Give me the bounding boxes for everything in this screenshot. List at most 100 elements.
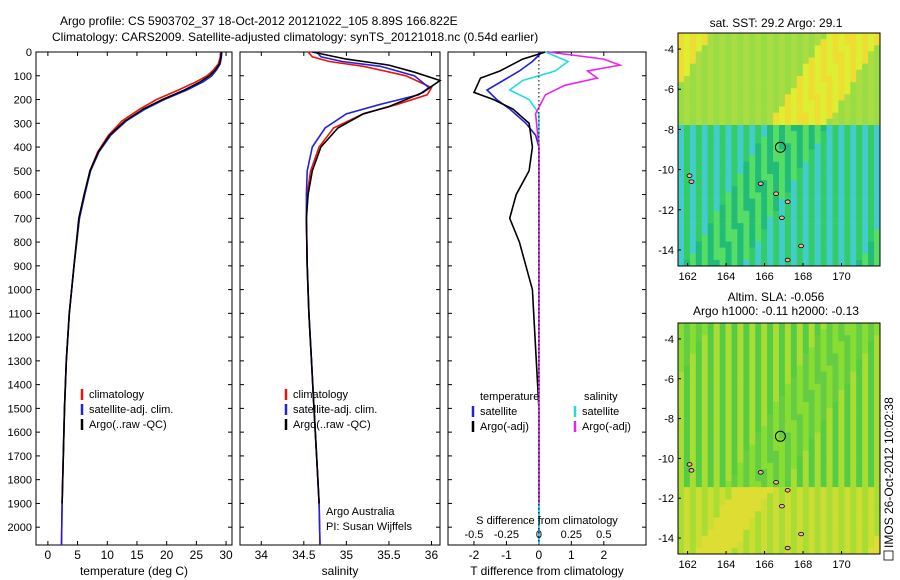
heatmap-cell bbox=[755, 82, 762, 89]
heatmap-cell bbox=[755, 94, 762, 101]
heatmap-cell bbox=[856, 450, 863, 458]
heatmap-cell bbox=[820, 432, 827, 439]
map-x-tick-label-sla: 166 bbox=[755, 559, 773, 571]
heatmap-cell bbox=[689, 216, 697, 224]
heatmap-cell bbox=[790, 468, 798, 476]
heatmap-cell bbox=[773, 125, 780, 132]
heatmap-cell bbox=[689, 45, 697, 52]
heatmap-cell bbox=[731, 475, 738, 482]
heatmap-cell bbox=[749, 408, 756, 415]
y-tick-label: 1900 bbox=[8, 498, 32, 510]
heatmap-cell bbox=[850, 229, 857, 236]
heatmap-cell bbox=[820, 377, 827, 385]
heatmap-cell bbox=[844, 223, 851, 230]
heatmap-cell bbox=[784, 63, 792, 71]
heatmap-cell bbox=[862, 462, 869, 470]
heatmap-cell bbox=[719, 155, 726, 163]
heatmap-cell bbox=[844, 69, 851, 77]
x-tick-label-diff: -2 bbox=[469, 548, 480, 562]
heatmap-cell bbox=[784, 229, 792, 236]
heatmap-cell bbox=[844, 341, 851, 348]
heatmap-cell bbox=[820, 462, 827, 470]
heatmap-cell bbox=[773, 51, 780, 58]
heatmap-cell bbox=[796, 125, 804, 132]
heatmap-cell bbox=[850, 462, 857, 470]
heatmap-cell bbox=[796, 541, 804, 549]
heatmap-cell bbox=[826, 487, 833, 494]
heatmap-cell bbox=[701, 383, 709, 391]
heatmap-cell bbox=[689, 39, 697, 46]
heatmap-cell bbox=[707, 112, 714, 120]
heatmap-cell bbox=[790, 106, 798, 114]
heatmap-cell bbox=[814, 155, 821, 163]
island-sla bbox=[784, 545, 791, 551]
heatmap-cell bbox=[820, 137, 827, 144]
heatmap-cell bbox=[874, 475, 881, 482]
heatmap-cell bbox=[784, 456, 792, 464]
heatmap-cell bbox=[826, 329, 833, 336]
heatmap-cell bbox=[725, 198, 732, 206]
heatmap-cell bbox=[749, 143, 756, 150]
heatmap-cell bbox=[755, 216, 762, 224]
heatmap-cell bbox=[838, 505, 845, 512]
heatmap-cell bbox=[790, 371, 798, 379]
heatmap-cell bbox=[779, 547, 786, 555]
heatmap-cell bbox=[743, 468, 750, 476]
heatmap-cell bbox=[725, 426, 732, 433]
heatmap-cell bbox=[761, 180, 768, 187]
heatmap-cell bbox=[856, 137, 863, 144]
heatmap-cell bbox=[678, 517, 685, 524]
heatmap-cell bbox=[683, 33, 691, 40]
heatmap-cell bbox=[683, 241, 691, 248]
heatmap-cell bbox=[820, 535, 827, 543]
heatmap-cell bbox=[749, 216, 756, 224]
heatmap-cell bbox=[844, 161, 851, 169]
heatmap-cell bbox=[856, 438, 863, 445]
heatmap-cell bbox=[767, 438, 774, 445]
heatmap-cell bbox=[695, 408, 703, 415]
heatmap-cell bbox=[743, 106, 750, 114]
heatmap-cell bbox=[743, 216, 750, 224]
heatmap-cell bbox=[790, 505, 798, 512]
heatmap-cell bbox=[832, 259, 839, 267]
heatmap-cell bbox=[784, 371, 792, 379]
heatmap-cell bbox=[784, 547, 792, 555]
heatmap-cell bbox=[838, 395, 845, 403]
heatmap-cell bbox=[725, 329, 732, 336]
heatmap-cell bbox=[719, 204, 726, 212]
heatmap-cell bbox=[755, 131, 762, 138]
heatmap-cell bbox=[773, 456, 780, 464]
heatmap-cell bbox=[844, 63, 851, 71]
heatmap-cell bbox=[856, 253, 863, 261]
y-tick-label: 1000 bbox=[8, 285, 32, 297]
heatmap-cell bbox=[701, 259, 709, 267]
heatmap-cell bbox=[838, 323, 845, 330]
heatmap-cell bbox=[731, 389, 738, 397]
heatmap-cell bbox=[868, 192, 875, 199]
heatmap-cell bbox=[683, 383, 691, 391]
heatmap-cell bbox=[862, 259, 869, 267]
heatmap-cell bbox=[808, 174, 815, 181]
heatmap-cell bbox=[761, 223, 768, 230]
heatmap-cell bbox=[862, 118, 869, 126]
heatmap-cell bbox=[784, 137, 792, 144]
heatmap-cell bbox=[725, 216, 732, 224]
heatmap-cell bbox=[808, 456, 815, 464]
heatmap-cell bbox=[737, 499, 744, 506]
heatmap-cell bbox=[773, 432, 780, 439]
heatmap-cell bbox=[731, 204, 738, 212]
heatmap-cell bbox=[731, 235, 738, 242]
heatmap-cell bbox=[779, 389, 786, 397]
s-tick-label: -0.25 bbox=[494, 529, 519, 541]
heatmap-cell bbox=[862, 432, 869, 439]
heatmap-cell bbox=[743, 131, 750, 138]
heatmap-cell bbox=[737, 106, 744, 114]
heatmap-cell bbox=[755, 414, 762, 421]
heatmap-cell bbox=[707, 462, 714, 470]
heatmap-cell bbox=[838, 94, 845, 101]
heatmap-cell bbox=[868, 94, 875, 101]
heatmap-cell bbox=[725, 235, 732, 242]
heatmap-cell bbox=[689, 155, 697, 163]
heatmap-cell bbox=[689, 535, 697, 543]
heatmap-cell bbox=[790, 51, 798, 58]
